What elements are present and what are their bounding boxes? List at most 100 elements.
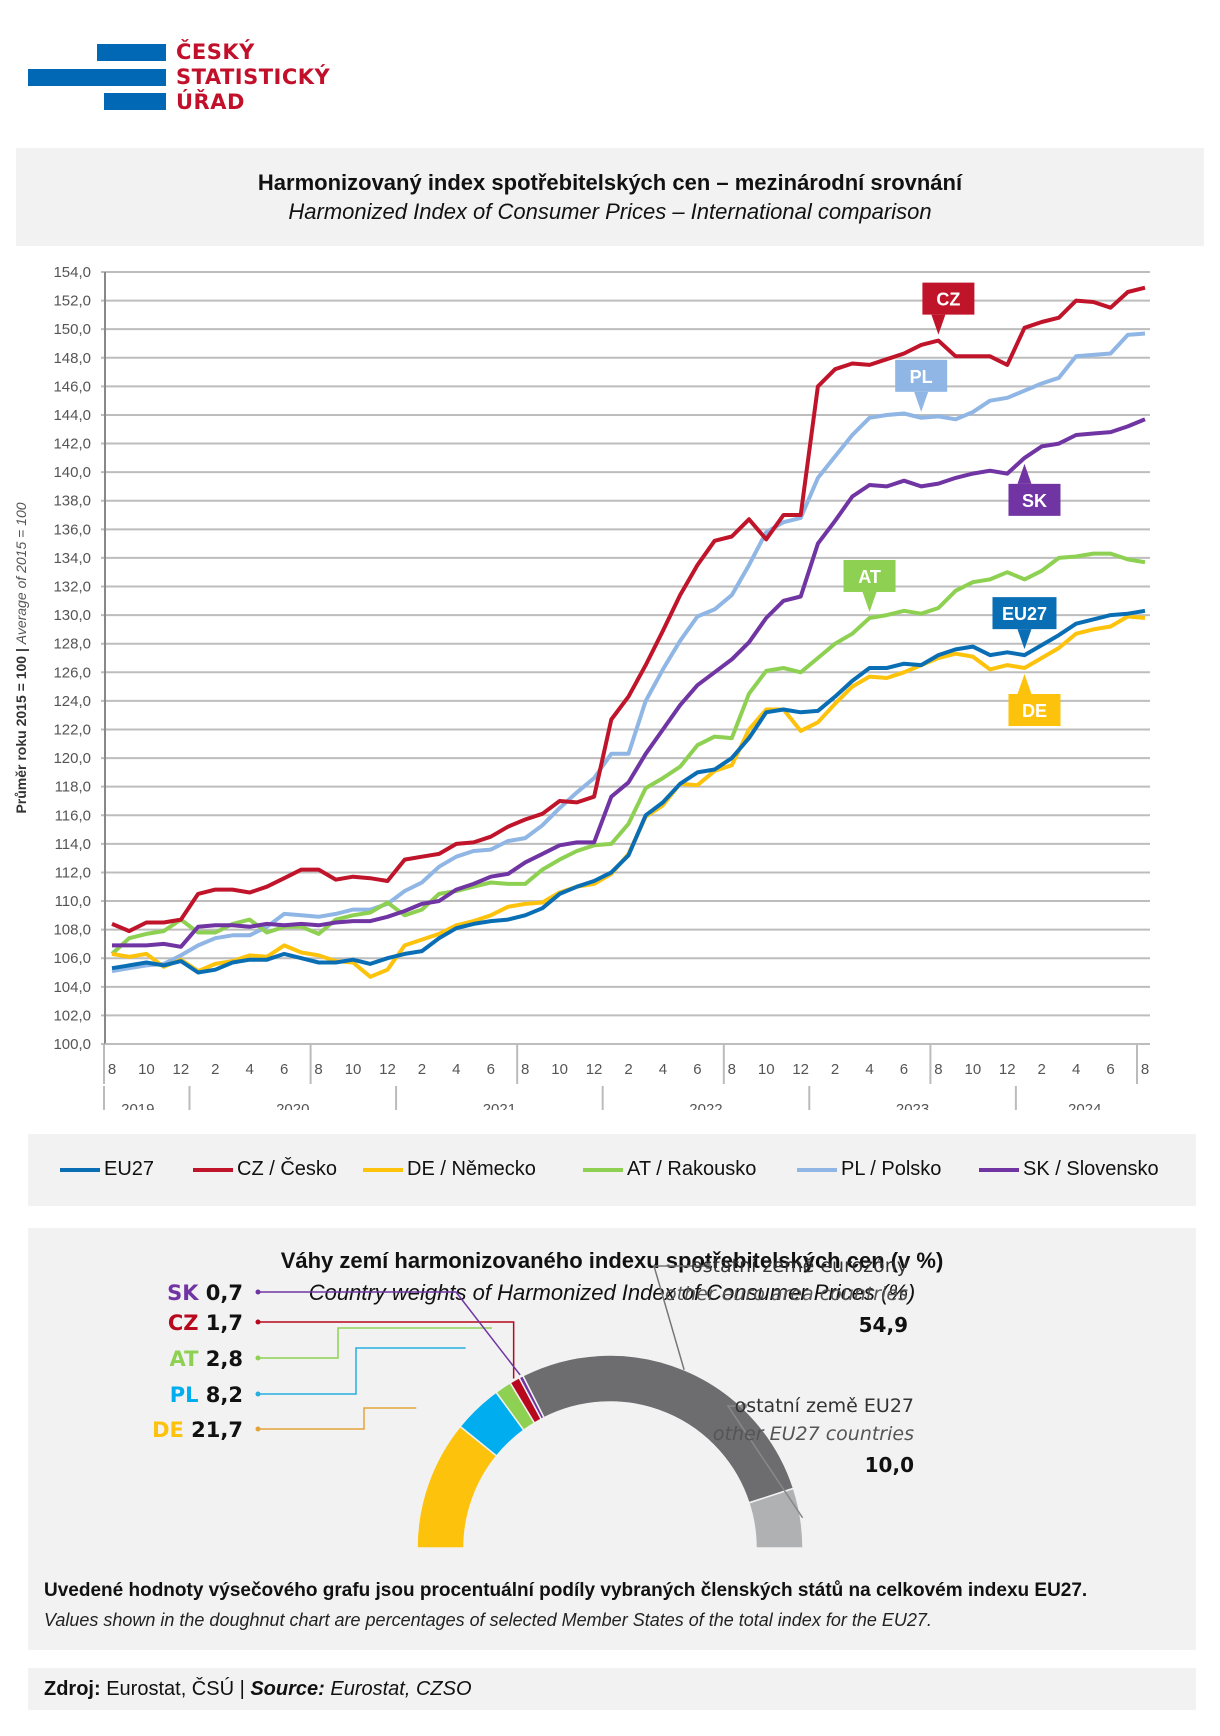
tag-box bbox=[922, 282, 975, 315]
x-tick-label: 10 bbox=[758, 1061, 775, 1078]
weight-label-pl: PL 8,2 bbox=[170, 1383, 243, 1407]
x-tick-label: 10 bbox=[138, 1061, 155, 1078]
logo-text-line-3: ÚŘAD bbox=[176, 90, 245, 114]
weight-country-code: SK bbox=[167, 1281, 206, 1305]
series-tag-eu27: EU27 bbox=[992, 597, 1057, 650]
x-tick-label: 12 bbox=[379, 1061, 396, 1078]
leader-line bbox=[258, 1321, 515, 1379]
weights-note-en: Values shown in the doughnut chart are p… bbox=[44, 1610, 932, 1630]
x-tick-label: 8 bbox=[934, 1061, 942, 1078]
x-tick-label: 6 bbox=[280, 1061, 288, 1078]
tag-pointer bbox=[1017, 629, 1032, 650]
tag-box bbox=[843, 559, 896, 592]
legend-item-de: DE / Německo bbox=[363, 1158, 536, 1181]
y-tick-label: 142,0 bbox=[53, 436, 91, 453]
legend-label: AT / Rakousko bbox=[627, 1158, 757, 1180]
weight-label-other-eu27-en: other EU27 countries bbox=[713, 1423, 914, 1445]
legend-swatch bbox=[193, 1167, 233, 1172]
y-axis-label-en: Average of 2015 = 100 bbox=[13, 502, 29, 645]
y-tick-label: 110,0 bbox=[55, 893, 91, 910]
x-tick-label: 8 bbox=[1141, 1061, 1149, 1078]
tag-box bbox=[1008, 483, 1061, 516]
weight-value-other-euro: 54,9 bbox=[859, 1313, 908, 1337]
legend-swatch bbox=[583, 1167, 623, 1172]
y-tick-label: 144,0 bbox=[53, 407, 91, 424]
weight-value: 1,7 bbox=[206, 1311, 243, 1335]
x-tick-label: 2 bbox=[624, 1061, 632, 1078]
x-tick-label: 2 bbox=[211, 1061, 219, 1078]
x-tick-label: 10 bbox=[551, 1061, 568, 1078]
x-year-label: 2024 bbox=[1068, 1101, 1101, 1110]
legend-item-pl: PL / Polsko bbox=[797, 1158, 941, 1181]
y-tick-label: 148,0 bbox=[53, 350, 91, 367]
tag-label: PL bbox=[910, 367, 933, 387]
leader-line bbox=[258, 1407, 417, 1430]
source-label-cs: Zdroj: bbox=[44, 1678, 101, 1700]
leader-line bbox=[653, 1265, 708, 1371]
y-tick-label: 130,0 bbox=[53, 607, 91, 624]
leader-line bbox=[258, 1347, 466, 1395]
y-tick-label: 132,0 bbox=[53, 579, 91, 596]
legend-swatch bbox=[363, 1167, 403, 1172]
weight-country-code: DE bbox=[152, 1418, 191, 1442]
tag-box bbox=[1008, 694, 1061, 727]
leader-line bbox=[726, 1405, 804, 1519]
y-tick-label: 106,0 bbox=[53, 950, 91, 967]
y-axis-label-cs: Průměr roku 2015 = 100 | bbox=[13, 644, 29, 813]
tag-pointer bbox=[914, 391, 929, 412]
x-tick-label: 8 bbox=[108, 1061, 116, 1078]
y-tick-label: 150,0 bbox=[53, 321, 91, 338]
x-tick-label: 2 bbox=[1038, 1061, 1046, 1078]
x-tick-label: 12 bbox=[173, 1061, 190, 1078]
chart-title-en: Harmonized Index of Consumer Prices – In… bbox=[288, 199, 932, 224]
leader-line bbox=[258, 1291, 521, 1376]
x-tick-label: 12 bbox=[792, 1061, 809, 1078]
tag-box bbox=[992, 597, 1057, 630]
weight-country-code: CZ bbox=[168, 1311, 206, 1335]
legend-item-sk: SK / Slovensko bbox=[979, 1158, 1159, 1181]
weight-value-other-eu27: 10,0 bbox=[865, 1453, 914, 1477]
weights-title-cs: Váhy zemí harmonizovaného indexu spotřeb… bbox=[280, 1248, 944, 1273]
x-tick-label: 4 bbox=[246, 1061, 254, 1078]
legend-label: EU27 bbox=[104, 1158, 155, 1180]
y-tick-label: 154,0 bbox=[53, 264, 91, 281]
y-tick-label: 118,0 bbox=[55, 779, 91, 796]
weight-country-code: AT bbox=[170, 1347, 206, 1371]
weights-note-cs: Uvedené hodnoty výsečového grafu jsou pr… bbox=[44, 1580, 1088, 1601]
logo-bar-middle bbox=[28, 69, 166, 86]
x-tick-label: 10 bbox=[345, 1061, 362, 1078]
y-tick-label: 146,0 bbox=[53, 378, 91, 395]
czso-logo: ČESKÝ STATISTICKÝ ÚŘAD bbox=[0, 0, 420, 130]
weight-label-de: DE 21,7 bbox=[152, 1418, 243, 1442]
weight-label-other-euro-cs: ostatní země eurozóny bbox=[691, 1255, 908, 1277]
x-tick-label: 2 bbox=[831, 1061, 839, 1078]
weight-label-other-eu27-cs: ostatní země EU27 bbox=[735, 1395, 914, 1417]
tag-label: AT bbox=[858, 567, 881, 587]
x-tick-label: 12 bbox=[586, 1061, 603, 1078]
series-line-pl bbox=[111, 331, 1146, 974]
weight-value: 2,8 bbox=[206, 1347, 243, 1371]
legend-swatch bbox=[60, 1167, 100, 1172]
y-tick-label: 128,0 bbox=[53, 636, 91, 653]
x-tick-label: 10 bbox=[964, 1061, 981, 1078]
source-label-en: Source: bbox=[250, 1678, 325, 1700]
legend-label: PL / Polsko bbox=[841, 1158, 942, 1180]
source-text: Zdroj: Eurostat, ČSÚ | Source: Eurostat,… bbox=[44, 1678, 472, 1701]
legend-item-cz: CZ / Česko bbox=[193, 1158, 337, 1181]
weight-value: 21,7 bbox=[191, 1418, 243, 1442]
tag-pointer bbox=[862, 591, 877, 612]
weight-label-at: AT 2,8 bbox=[170, 1347, 243, 1371]
y-tick-label: 104,0 bbox=[53, 979, 91, 996]
tag-pointer bbox=[1017, 463, 1032, 484]
source-value-en: Eurostat, CZSO bbox=[324, 1678, 472, 1700]
legend-item-at: AT / Rakousko bbox=[583, 1158, 756, 1181]
weight-label-sk: SK 0,7 bbox=[167, 1281, 243, 1305]
series-tag-de: DE bbox=[1008, 674, 1061, 727]
tag-label: CZ bbox=[936, 290, 960, 310]
y-tick-label: 126,0 bbox=[53, 664, 91, 681]
tag-label: DE bbox=[1022, 701, 1047, 721]
y-tick-label: 134,0 bbox=[53, 550, 91, 567]
series-line-sk bbox=[112, 417, 1146, 949]
y-tick-label: 120,0 bbox=[53, 750, 91, 767]
